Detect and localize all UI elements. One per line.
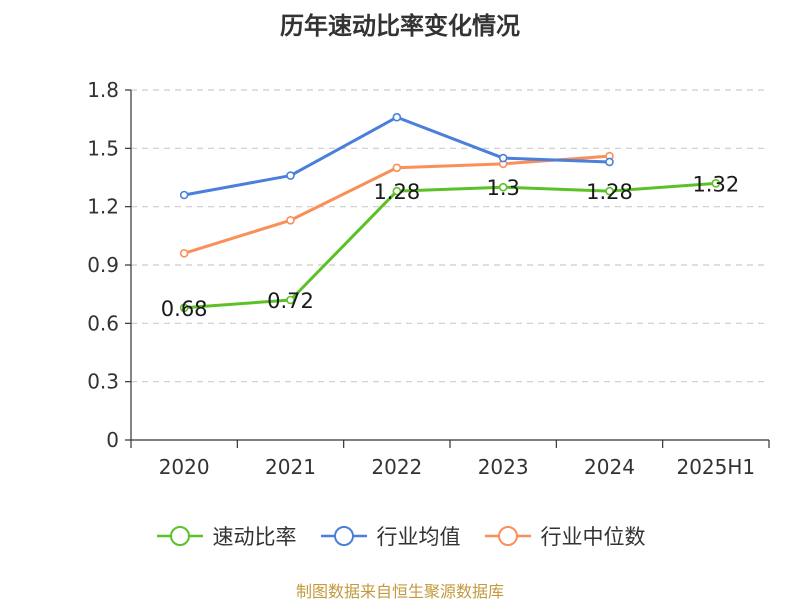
data-label-layer: 0.68 0.72 1.28 1.3 1.28 1.32	[161, 172, 739, 320]
legend-marker-circle	[169, 526, 190, 546]
legend-item[interactable]: 行业均值	[319, 520, 461, 552]
source-note: 制图数据来自恒生聚源数据库	[295, 582, 504, 601]
y-tick-label: 1.8	[87, 78, 119, 102]
data-label: 0.72	[267, 289, 314, 313]
data-label: 1.3	[486, 176, 519, 200]
x-tick-label: 2021	[265, 455, 316, 479]
legend-marker-icon	[484, 526, 531, 546]
legend-item[interactable]: 速动比率	[155, 520, 297, 552]
legend-marker-icon	[320, 526, 367, 546]
series-layer	[179, 112, 721, 313]
data-label: 0.68	[161, 297, 208, 321]
chart-title: 历年速动比率变化情况	[280, 12, 520, 40]
legend-marker-icon	[156, 526, 203, 546]
legend-label: 行业均值	[376, 525, 461, 549]
data-point	[711, 179, 721, 188]
data-point	[605, 186, 614, 196]
x-tick-label: 2025H1	[676, 455, 755, 479]
y-tick-label: 1.5	[87, 136, 119, 160]
y-tick-label: 0	[106, 428, 119, 452]
y-tick-label: 0.9	[87, 253, 119, 277]
data-point	[392, 163, 402, 173]
data-label: 1.28	[373, 180, 420, 204]
data-label: 1.32	[692, 172, 739, 196]
data-point	[392, 112, 402, 122]
legend-label: 行业中位数	[540, 525, 646, 549]
y-tick-label: 0.3	[87, 370, 119, 394]
data-point	[179, 249, 189, 258]
y-tick-label: 0.6	[87, 311, 119, 335]
data-point	[286, 295, 295, 305]
data-point	[179, 190, 189, 200]
x-tick-label: 2022	[371, 455, 422, 479]
data-point	[179, 303, 189, 313]
x-tick-label: 2023	[478, 455, 529, 479]
legend-marker-circle	[333, 526, 354, 546]
x-tick-label: 2024	[584, 455, 635, 479]
y-tick-label: 1.2	[87, 195, 119, 219]
legend-item[interactable]: 行业中位数	[483, 520, 646, 552]
grid-layer	[131, 89, 769, 383]
series-line	[184, 181, 716, 310]
data-label: 1.28	[586, 180, 633, 204]
data-point	[498, 153, 508, 163]
legend-label: 速动比率	[212, 525, 297, 549]
x-tick-label: 2020	[159, 455, 210, 479]
data-point	[286, 215, 295, 225]
data-point	[498, 182, 508, 192]
data-point	[605, 157, 614, 167]
data-point	[286, 171, 295, 180]
data-point	[392, 186, 402, 196]
legend: 速动比率 行业均值 行业中位数	[0, 520, 800, 552]
axis-layer: 0 0.3 0.6 0.9 1.2 1.5 1.8 2020 2021 2022 2023 2024 2…	[87, 78, 770, 479]
legend-marker-circle	[497, 526, 518, 546]
